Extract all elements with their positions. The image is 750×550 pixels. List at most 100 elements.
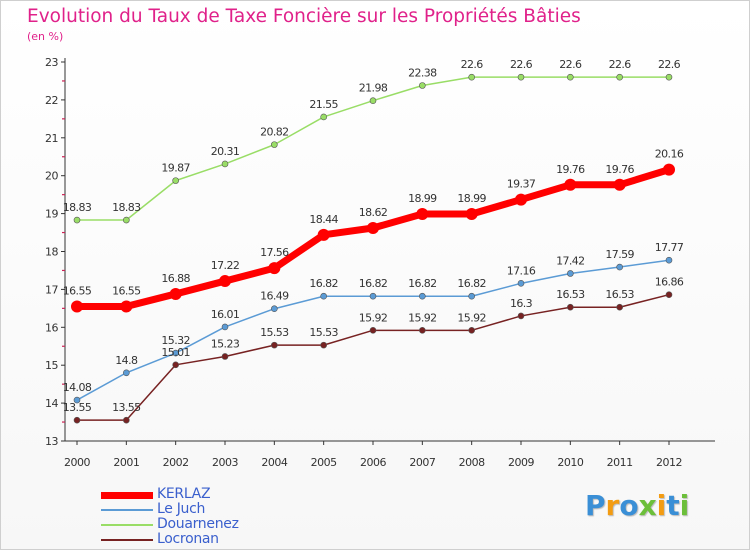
- proxiti-logo: Proxiti: [585, 489, 690, 522]
- data-label-kerlaz: 17.22: [211, 259, 240, 272]
- data-label-locronan: 15.53: [260, 326, 289, 339]
- data-label-kerlaz: 20.16: [655, 148, 684, 161]
- x-tick-label: 2012: [656, 456, 682, 469]
- data-label-kerlaz: 19.76: [556, 163, 585, 176]
- x-tick-label: 2006: [360, 456, 386, 469]
- y-tick-label: 16: [45, 321, 58, 334]
- data-point-kerlaz: [613, 178, 626, 191]
- data-label-douarnenez: 22.6: [609, 58, 632, 71]
- data-label-le-juch: 17.59: [605, 248, 634, 261]
- data-label-douarnenez: 19.87: [161, 162, 190, 175]
- data-label-kerlaz: 18.99: [408, 192, 437, 205]
- data-point-kerlaz: [71, 300, 83, 313]
- data-labels: 18.83 18.83 19.87 20.31 20.82 21.55 21.98 22.38…: [63, 58, 685, 414]
- data-label-le-juch: 14.08: [63, 381, 92, 394]
- y-tick-label: 18: [45, 246, 58, 259]
- data-label-locronan: 16.53: [556, 288, 585, 301]
- x-tick-label: 2008: [459, 456, 485, 469]
- data-point-le-juch: [320, 292, 327, 300]
- data-point-locronan: [468, 327, 475, 334]
- data-point-kerlaz: [416, 207, 429, 220]
- data-point-douarnenez: [271, 141, 278, 148]
- data-point-le-juch: [73, 396, 81, 404]
- data-label-douarnenez: 21.55: [309, 98, 338, 111]
- data-point-locronan: [221, 353, 229, 360]
- data-label-kerlaz: 16.55: [63, 284, 92, 297]
- data-point-douarnenez: [123, 216, 130, 224]
- data-label-locronan: 15.92: [408, 311, 437, 324]
- legend-swatch-kerlaz: [101, 491, 153, 499]
- data-point-locronan: [419, 327, 426, 334]
- data-label-le-juch: 16.49: [260, 290, 289, 303]
- data-point-douarnenez: [320, 113, 327, 121]
- x-tick-label: 2010: [557, 456, 583, 469]
- data-point-douarnenez: [369, 97, 377, 104]
- x-tick-label: 2001: [113, 456, 139, 469]
- data-label-le-juch: 16.01: [211, 308, 240, 321]
- data-point-le-juch: [419, 292, 426, 300]
- y-tick-label: 22: [45, 94, 58, 107]
- data-point-kerlaz: [219, 275, 231, 288]
- data-point-le-juch: [567, 270, 574, 277]
- data-label-le-juch: 16.82: [457, 277, 486, 290]
- data-label-kerlaz: 19.37: [507, 178, 536, 191]
- x-tick-label: 2011: [607, 456, 633, 469]
- legend-label-kerlaz: KERLAZ: [157, 486, 211, 502]
- data-label-douarnenez: 21.98: [359, 82, 388, 95]
- data-label-kerlaz: 16.55: [112, 284, 141, 297]
- x-tick-label: 2007: [409, 456, 435, 469]
- legend-label-douarnenez: Douarnenez: [157, 516, 239, 532]
- y-tick-label: 19: [45, 208, 58, 221]
- data-point-douarnenez: [665, 73, 673, 81]
- data-point-kerlaz: [515, 193, 527, 206]
- data-label-kerlaz: 17.56: [260, 246, 289, 259]
- data-point-kerlaz: [465, 207, 478, 220]
- x-tick-label: 2003: [212, 456, 238, 469]
- series-lines: [76, 76, 671, 421]
- data-point-kerlaz: [268, 262, 281, 275]
- data-point-le-juch: [369, 292, 377, 300]
- data-point-locronan: [172, 361, 179, 369]
- x-tick-label: 2002: [163, 456, 189, 469]
- data-point-douarnenez: [468, 73, 475, 81]
- data-label-douarnenez: 22.6: [461, 58, 484, 71]
- data-point-le-juch: [172, 349, 179, 357]
- data-label-le-juch: 16.82: [309, 277, 338, 290]
- data-label-kerlaz: 16.88: [161, 272, 190, 285]
- x-tick-label: 2009: [508, 456, 534, 469]
- data-point-le-juch: [123, 369, 130, 377]
- legend-label-locronan: Locronan: [157, 531, 219, 547]
- legend-label-le-juch: Le Juch: [157, 501, 206, 517]
- data-point-locronan: [123, 416, 130, 424]
- data-label-kerlaz: 18.62: [359, 206, 388, 219]
- data-point-locronan: [73, 416, 81, 424]
- data-label-douarnenez: 18.83: [112, 201, 141, 214]
- data-label-locronan: 13.55: [63, 401, 92, 414]
- data-label-le-juch: 17.42: [556, 254, 585, 267]
- data-point-kerlaz: [367, 222, 379, 235]
- legend-swatch-le-juch: [101, 509, 153, 511]
- data-point-kerlaz: [169, 287, 182, 300]
- data-label-locronan: 16.3: [510, 297, 533, 310]
- data-label-douarnenez: 20.82: [260, 126, 289, 139]
- y-tick-label: 17: [45, 283, 58, 296]
- data-label-le-juch: 14.8: [115, 354, 138, 367]
- y-tick-label: 13: [45, 435, 58, 448]
- data-label-le-juch: 16.82: [408, 277, 437, 290]
- data-point-douarnenez: [73, 216, 81, 224]
- data-label-locronan: 15.53: [309, 326, 338, 339]
- line-chart: 13 14 15 16 17 18 19 20 21 22 23 2000 2001 2002 2003 20…: [45, 56, 715, 469]
- data-point-douarnenez: [517, 73, 525, 81]
- data-point-locronan: [665, 291, 673, 299]
- y-tick-label: 21: [45, 132, 58, 145]
- data-label-douarnenez: 18.83: [63, 201, 92, 214]
- data-point-kerlaz: [663, 163, 675, 176]
- data-label-douarnenez: 22.6: [559, 58, 582, 71]
- data-point-locronan: [517, 312, 525, 320]
- data-point-le-juch: [221, 323, 229, 331]
- x-tick-label: 2004: [261, 456, 287, 469]
- y-tick-label: 14: [45, 397, 58, 410]
- data-label-kerlaz: 18.44: [309, 213, 338, 226]
- data-label-douarnenez: 22.6: [658, 58, 681, 71]
